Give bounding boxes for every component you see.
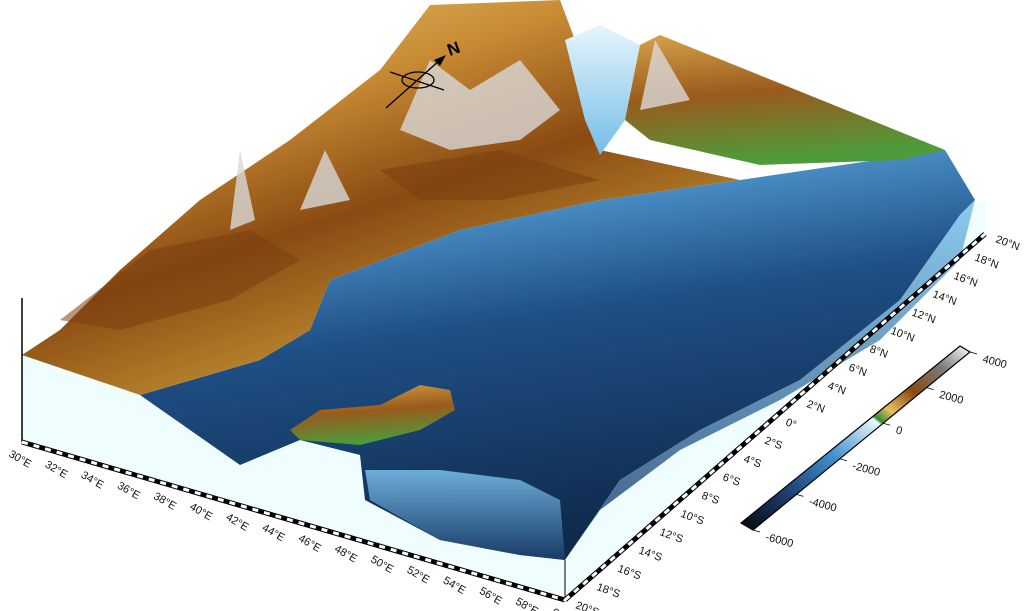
lat-tick-label: 12°S (658, 526, 685, 545)
lat-tick-label: 14°S (637, 545, 664, 564)
lat-axis-checker (564, 232, 986, 602)
lat-tick-label: 16°N (952, 270, 979, 290)
colorbar-tick-label: 4000 (981, 353, 1008, 371)
lat-tick-label: 10°S (679, 508, 706, 527)
compass-ellipse (401, 71, 435, 89)
compass-arrow-head (434, 55, 446, 66)
lon-tick-label: 38°E (151, 490, 178, 512)
red-sea (565, 25, 640, 155)
lon-tick-label: 36°E (115, 480, 142, 502)
lon-axis-checker (21, 440, 566, 602)
lat-tick-label: 0° (784, 417, 798, 432)
lon-tick-label: 52°E (405, 564, 432, 586)
colorbar-tick-label: 2000 (938, 389, 965, 407)
lon-tick-label: 40°E (188, 501, 215, 523)
lon-tick-label: 54°E (441, 575, 468, 597)
lat-tick-label: 20°N (994, 234, 1021, 254)
lat-tick-label: 10°N (889, 325, 916, 345)
colorbar-tick-label: 0 (894, 425, 903, 438)
lon-tick-label: 58°E (513, 596, 540, 611)
lat-tick-label: 2°N (805, 398, 827, 416)
lat-tick-label: 4°S (742, 453, 763, 470)
lon-tick-label: 60°E (550, 606, 577, 611)
colorbar-tick-label: -2000 (851, 460, 881, 479)
mountain-peaks (230, 40, 690, 230)
lon-tick-label: 44°E (260, 522, 287, 544)
lat-tick-label: 8°S (700, 490, 721, 507)
lat-tick-label: 20°S (574, 600, 601, 611)
highland-shading (60, 150, 600, 330)
lon-tick-label: 42°E (224, 511, 251, 533)
colorbar-tick (969, 351, 978, 355)
lon-tick-label: 56°E (477, 585, 504, 607)
colorbar-tick (752, 529, 761, 533)
lon-tick-label: 34°E (79, 469, 106, 491)
lat-tick-label: 6°S (721, 471, 742, 488)
ocean-surface (140, 150, 975, 560)
lon-tick-label: 30°E (7, 448, 34, 470)
colorbar-tick-label: -6000 (764, 531, 794, 550)
colorbar-tick (883, 422, 891, 426)
lat-tick-label: 14°N (931, 288, 958, 308)
lon-tick-label: 32°E (43, 459, 70, 481)
lon-tick-label: 50°E (369, 554, 396, 576)
lat-tick-label: 16°S (616, 563, 643, 582)
arabia-landmass (625, 35, 945, 165)
lat-tick-label: 4°N (826, 380, 848, 398)
colorbar-tick-label: -4000 (808, 496, 838, 515)
lat-tick-label: 18°N (973, 252, 1000, 272)
lat-tick-label: 8°N (868, 343, 890, 361)
compass-rose: N (385, 38, 463, 109)
colorbar-tick (839, 458, 847, 462)
colorbar-tick (926, 387, 934, 390)
compass-north-label: N (445, 38, 463, 60)
lat-tick-label: 6°N (847, 362, 869, 380)
front-wall (22, 298, 565, 600)
lat-tick-label: 2°S (763, 435, 784, 452)
lat-tick-label: 18°S (595, 581, 622, 600)
compass-arrow (385, 59, 441, 109)
island-landmass (290, 385, 455, 445)
ocean-wall-section (365, 470, 565, 560)
lon-tick-label: 46°E (296, 532, 323, 554)
colorbar-tick (796, 494, 804, 497)
lon-tick-label: 48°E (332, 543, 359, 565)
lat-tick-label: 12°N (910, 307, 937, 327)
